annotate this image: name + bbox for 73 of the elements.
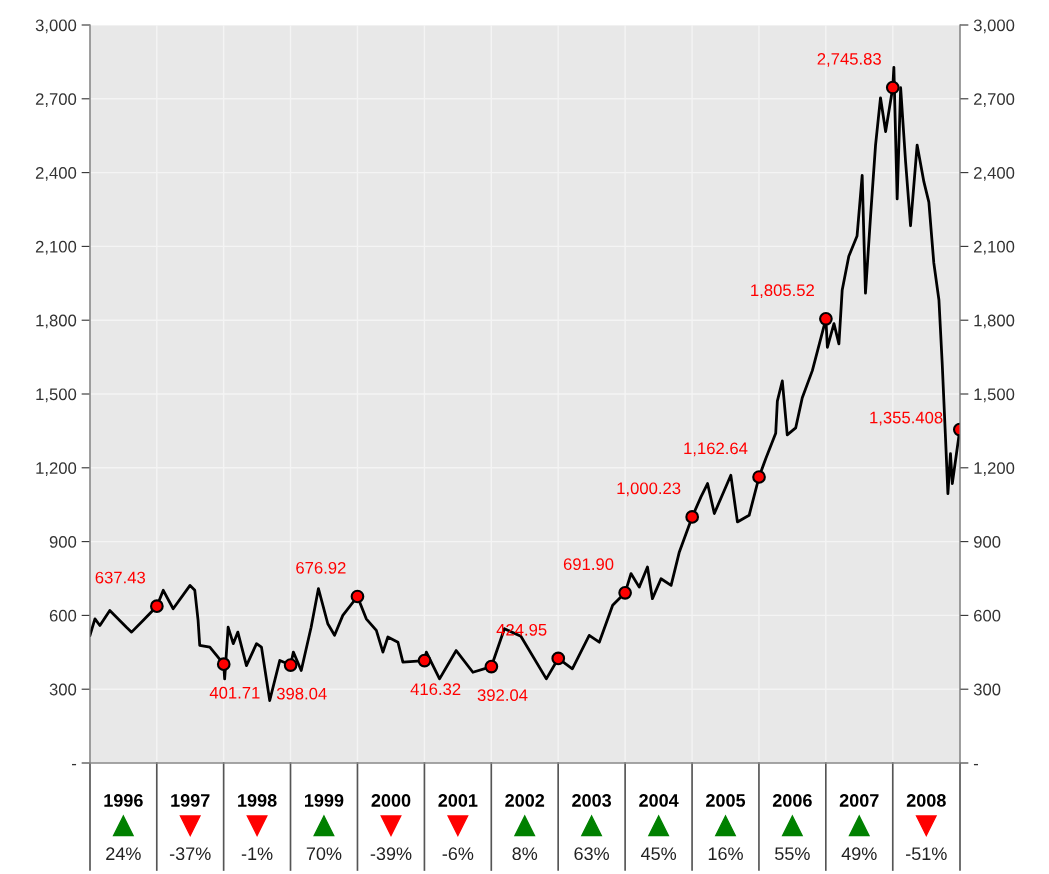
y2-tick-label: 1,800 <box>974 314 1015 329</box>
point <box>752 470 766 484</box>
y2-tick-label: 3,000 <box>973 19 1015 34</box>
data-label: 392.04 <box>477 689 528 702</box>
text: -6% <box>442 847 474 861</box>
text: -51% <box>906 847 947 861</box>
text: 55% <box>775 847 810 861</box>
text: 49% <box>841 847 877 861</box>
point <box>885 80 900 95</box>
point <box>484 659 499 674</box>
y2-tick-label: 2,700 <box>974 93 1015 107</box>
y-tick-label: 1,800 <box>36 314 77 329</box>
y-tick-label: 1,500 <box>36 388 77 403</box>
x-tick-label: 2006 <box>772 794 812 807</box>
y2-tick-label: 900 <box>973 536 1001 548</box>
data-label: 676.92 <box>296 561 346 574</box>
text: 24% <box>106 847 141 861</box>
x-tick-label: 2005 <box>706 794 746 807</box>
y-tick-label: - <box>72 763 77 766</box>
point <box>350 589 365 604</box>
text: -39% <box>370 847 412 861</box>
y-tick-label: 600 <box>49 609 77 622</box>
x-tick-label: 2008 <box>906 794 946 807</box>
point <box>685 510 700 524</box>
point <box>618 585 632 600</box>
point <box>551 651 566 666</box>
data-label: 2,745.83 <box>817 52 881 67</box>
data-label: 691.90 <box>563 558 614 571</box>
data-label: 1,162.64 <box>684 442 748 457</box>
data-label: 1,000.23 <box>617 482 681 497</box>
point <box>283 658 298 672</box>
point <box>417 653 432 668</box>
x-tick-label: 2003 <box>572 794 612 807</box>
y-tick-label: 1,200 <box>36 462 77 476</box>
y-tick-label: 300 <box>49 683 77 696</box>
x-tick-label: 1996 <box>104 794 143 807</box>
x-tick-label: 2000 <box>371 794 411 807</box>
data-label: 401.71 <box>209 686 260 699</box>
y2-tick-label: - <box>973 763 978 766</box>
y-tick-label: 900 <box>49 536 77 548</box>
y-tick-label: 2,400 <box>35 167 77 181</box>
y2-tick-label: 1,500 <box>974 388 1015 403</box>
x-tick-label: 2007 <box>839 794 879 807</box>
point <box>216 657 231 672</box>
y2-tick-label: 600 <box>974 609 1001 622</box>
x-tick-label: 2004 <box>639 794 679 807</box>
text: 45% <box>640 847 677 861</box>
y2-tick-label: 1,200 <box>974 462 1015 476</box>
y2-tick-label: 2,100 <box>974 240 1015 255</box>
x-tick-label: 2001 <box>438 794 478 807</box>
text: -37% <box>169 847 211 861</box>
data-label: 1,805.52 <box>751 284 814 299</box>
y2-tick-label: 300 <box>973 683 1001 696</box>
y-tick-label: 2,100 <box>35 240 77 255</box>
data-label: 398.04 <box>276 687 327 700</box>
data-label: 1,355.408 <box>870 411 943 426</box>
y-tick-label: 2,700 <box>35 93 77 107</box>
data-label: 416.32 <box>410 683 461 696</box>
point <box>819 311 833 326</box>
x-tick-label: 1999 <box>305 794 344 807</box>
point <box>150 599 164 614</box>
text: 63% <box>574 847 610 861</box>
y-tick-label: 3,000 <box>35 19 77 34</box>
data-label: 637.43 <box>95 571 146 584</box>
text: 8% <box>512 847 538 861</box>
text: 70% <box>306 847 342 861</box>
x-tick-label: 1997 <box>171 794 210 807</box>
line-series <box>90 65 960 702</box>
text: -1% <box>241 847 273 861</box>
x-tick-label: 1998 <box>238 794 277 807</box>
x-tick-label: 2002 <box>505 794 545 807</box>
y2-tick-label: 2,400 <box>974 167 1015 181</box>
text: 16% <box>708 847 743 861</box>
